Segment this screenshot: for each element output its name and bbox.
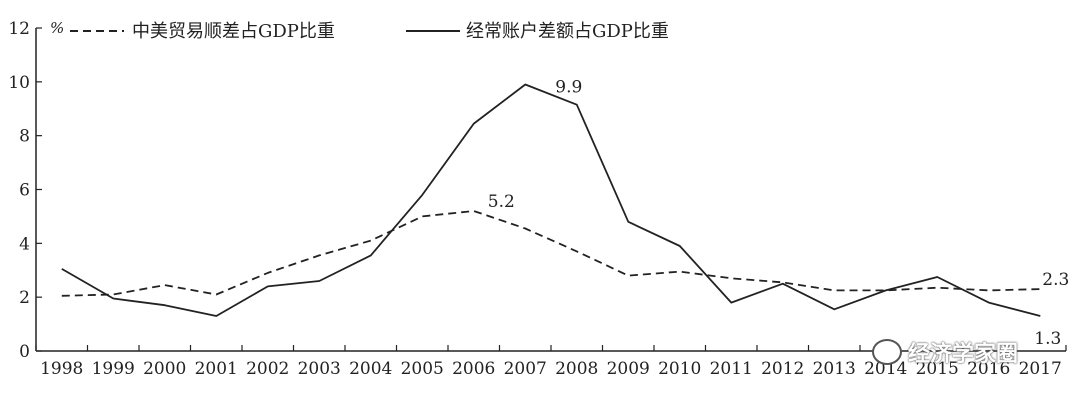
- x-tick-label: 2005: [401, 359, 444, 379]
- series-line-current-account: [61, 83, 1041, 317]
- legend-label-current-account: 经常账户差额占GDP比重: [466, 21, 669, 42]
- x-tick-label: 2003: [298, 359, 341, 379]
- x-ticks: 1998 1999 2000 2001 2002 2003 2004 2005 2006 2007…: [35, 345, 1067, 379]
- x-tick-label: 2000: [143, 359, 186, 379]
- x-tick-label: 2012: [761, 359, 804, 379]
- legend: 中美贸易顺差占GDP比重 经常账户差额占GDP比重: [70, 21, 669, 42]
- x-tick-label: 1998: [40, 359, 83, 379]
- data-label: 2.3: [1042, 270, 1069, 290]
- y-tick-label: 10: [8, 73, 30, 93]
- x-tick-label: 2004: [349, 359, 392, 379]
- watermark-text: 经济学家圈: [908, 342, 1019, 367]
- x-tick-label: 2008: [555, 359, 598, 379]
- x-tick-label: 1999: [92, 359, 135, 379]
- x-tick-label: 2002: [246, 359, 289, 379]
- y-ticks: 0 2 4 6 8 10 12: [8, 19, 42, 362]
- y-unit-label: %: [50, 19, 64, 37]
- x-tick-label: 2010: [658, 359, 701, 379]
- x-tick-label: 2007: [504, 359, 547, 379]
- watermark: 经济学家圈: [872, 336, 1018, 368]
- y-tick-label: 12: [8, 19, 30, 39]
- x-tick-label: 2011: [710, 359, 753, 379]
- data-label: 1.3: [1034, 329, 1061, 349]
- axes: [35, 28, 1066, 352]
- y-tick-label: 6: [19, 181, 30, 201]
- y-tick-label: 2: [19, 288, 30, 308]
- x-tick-label: 2001: [195, 359, 238, 379]
- data-label: 9.9: [555, 78, 582, 98]
- data-label: 5.2: [488, 192, 515, 212]
- y-tick-label: 8: [19, 127, 30, 147]
- legend-label-trade: 中美贸易顺差占GDP比重: [132, 21, 335, 42]
- series-line-trade-surplus: [61, 210, 1041, 297]
- x-tick-label: 2016: [967, 359, 1010, 379]
- wechat-icon: [872, 339, 902, 365]
- x-tick-label: 2015: [916, 359, 959, 379]
- x-tick-label: 2009: [607, 359, 650, 379]
- x-tick-label: 2017: [1019, 359, 1062, 379]
- data-labels: 5.2 9.9 2.3 1.3: [488, 78, 1070, 349]
- x-tick-label: 2013: [813, 359, 856, 379]
- series-lines: [61, 83, 1041, 317]
- x-tick-label: 2014: [864, 359, 907, 379]
- x-tick-label: 2006: [452, 359, 495, 379]
- y-tick-label: 4: [19, 234, 30, 254]
- y-tick-label: 0: [19, 342, 30, 362]
